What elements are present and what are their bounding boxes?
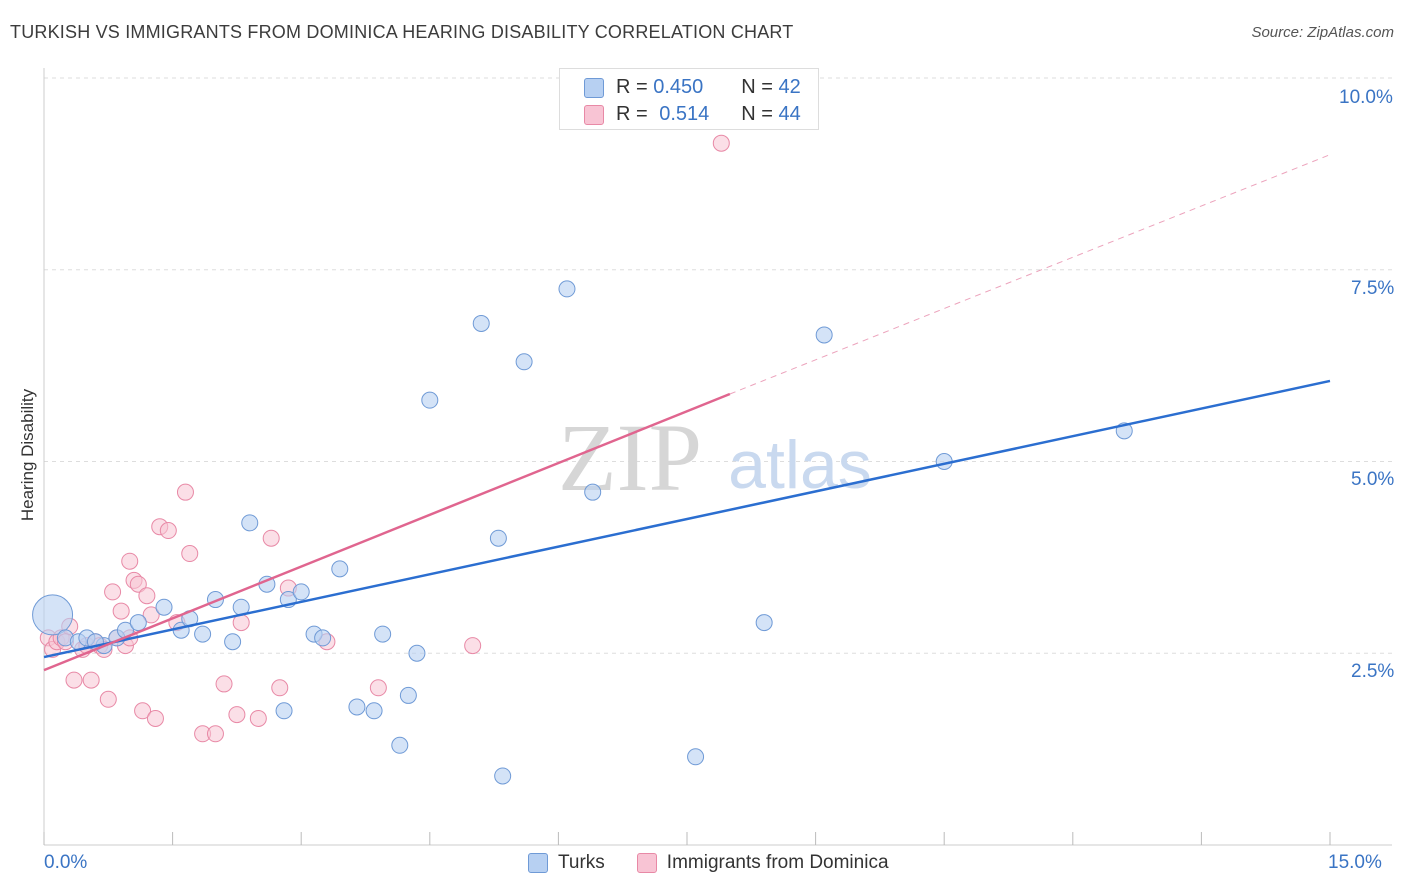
data-point-turks bbox=[365, 702, 383, 720]
n-value-immigrants: 44 bbox=[778, 103, 801, 125]
data-point-turks bbox=[489, 529, 507, 547]
y-tick-2-5: 2.5% bbox=[1351, 661, 1395, 682]
legend-item-immigrants[interactable]: Immigrants from Dominica bbox=[636, 852, 889, 874]
data-point-turks bbox=[391, 736, 409, 754]
trend-line-immigrants bbox=[43, 392, 731, 672]
data-point-immigrants bbox=[206, 725, 224, 743]
chart-title: TURKISH VS IMMIGRANTS FROM DOMINICA HEAR… bbox=[10, 22, 794, 42]
immigrants-swatch bbox=[584, 104, 604, 125]
data-point-turks bbox=[399, 686, 417, 704]
y-tick-10-0: 10.0% bbox=[1339, 87, 1393, 108]
x-tick-max: 15.0% bbox=[1328, 852, 1382, 873]
legend-swatch-immigrants bbox=[636, 853, 657, 873]
data-point-turks bbox=[755, 614, 773, 632]
r-label: R = bbox=[616, 76, 648, 98]
data-point-turks bbox=[472, 314, 490, 332]
data-point-immigrants bbox=[176, 483, 194, 501]
data-point-immigrants bbox=[228, 706, 246, 724]
gridlines bbox=[44, 77, 1392, 654]
series-turks-points bbox=[32, 280, 1133, 785]
data-point-immigrants bbox=[99, 690, 117, 708]
data-point-immigrants bbox=[121, 552, 139, 570]
legend-label-immigrants: Immigrants from Dominica bbox=[666, 852, 889, 873]
r-value-turks: 0.450 bbox=[653, 76, 704, 98]
data-point-turks bbox=[155, 598, 173, 616]
data-point-turks-large bbox=[32, 594, 74, 636]
n-label: N = bbox=[741, 76, 773, 98]
data-point-immigrants bbox=[215, 675, 233, 693]
source-label: Source: ZipAtlas.com bbox=[1251, 24, 1394, 41]
data-point-immigrants bbox=[159, 522, 177, 540]
data-point-turks bbox=[558, 280, 576, 298]
data-point-turks bbox=[687, 748, 705, 766]
legend-swatch-turks bbox=[528, 853, 548, 873]
data-point-turks bbox=[494, 767, 512, 785]
data-point-turks bbox=[421, 391, 439, 409]
data-point-immigrants bbox=[112, 602, 130, 620]
data-point-immigrants bbox=[82, 671, 100, 689]
data-point-turks bbox=[241, 514, 259, 532]
data-point-immigrants bbox=[249, 709, 267, 727]
data-point-immigrants bbox=[464, 637, 482, 655]
data-point-immigrants bbox=[181, 545, 199, 563]
trend-lines bbox=[43, 154, 1331, 672]
data-point-turks bbox=[275, 702, 293, 720]
trend-line-turks bbox=[43, 379, 1331, 659]
stats-legend: R = 0.450 N = 42 R = 0.514 N = 44 bbox=[559, 68, 819, 130]
data-point-turks bbox=[408, 644, 426, 662]
data-point-turks bbox=[815, 326, 833, 344]
data-point-turks bbox=[292, 583, 310, 601]
data-point-immigrants bbox=[712, 134, 730, 152]
x-tick-min: 0.0% bbox=[44, 852, 88, 873]
legend-label-turks: Turks bbox=[558, 852, 605, 873]
data-point-immigrants bbox=[65, 671, 83, 689]
data-point-turks bbox=[515, 353, 533, 371]
r-value-immigrants: 0.514 bbox=[659, 103, 710, 125]
data-point-turks bbox=[331, 560, 349, 578]
y-tick-5-0: 5.0% bbox=[1351, 469, 1395, 490]
data-point-immigrants bbox=[104, 583, 122, 601]
turks-swatch bbox=[584, 77, 604, 98]
axes bbox=[43, 68, 1392, 846]
data-point-immigrants bbox=[369, 679, 387, 697]
data-point-turks bbox=[374, 625, 392, 643]
data-point-immigrants bbox=[271, 679, 289, 697]
data-point-turks bbox=[584, 483, 602, 501]
data-point-turks bbox=[194, 625, 212, 643]
trend-line-immigrants-extension bbox=[729, 154, 1331, 395]
y-tick-7-5: 7.5% bbox=[1351, 278, 1395, 299]
stats-row-turks: R = 0.450 N = 42 bbox=[584, 76, 801, 99]
data-point-immigrants bbox=[146, 709, 164, 727]
bottom-legend: Turks Immigrants from Dominica bbox=[528, 852, 911, 874]
n-label: N = bbox=[741, 103, 773, 125]
data-point-turks bbox=[224, 633, 242, 651]
data-point-immigrants bbox=[129, 575, 147, 593]
watermark-zip: ZIP bbox=[558, 404, 702, 511]
data-point-immigrants bbox=[142, 606, 160, 624]
watermark-atlas: atlas bbox=[728, 427, 872, 503]
data-point-immigrants bbox=[262, 529, 280, 547]
r-label: R = bbox=[616, 103, 648, 125]
stats-row-immigrants: R = 0.514 N = 44 bbox=[584, 103, 801, 126]
data-point-turks bbox=[314, 629, 332, 647]
legend-item-turks[interactable]: Turks bbox=[528, 852, 605, 874]
data-point-turks bbox=[129, 614, 147, 632]
data-point-immigrants bbox=[134, 702, 152, 720]
data-point-immigrants bbox=[138, 587, 156, 605]
n-value-turks: 42 bbox=[778, 76, 801, 98]
watermark: ZIP atlas bbox=[558, 404, 872, 511]
data-point-turks bbox=[348, 698, 366, 716]
